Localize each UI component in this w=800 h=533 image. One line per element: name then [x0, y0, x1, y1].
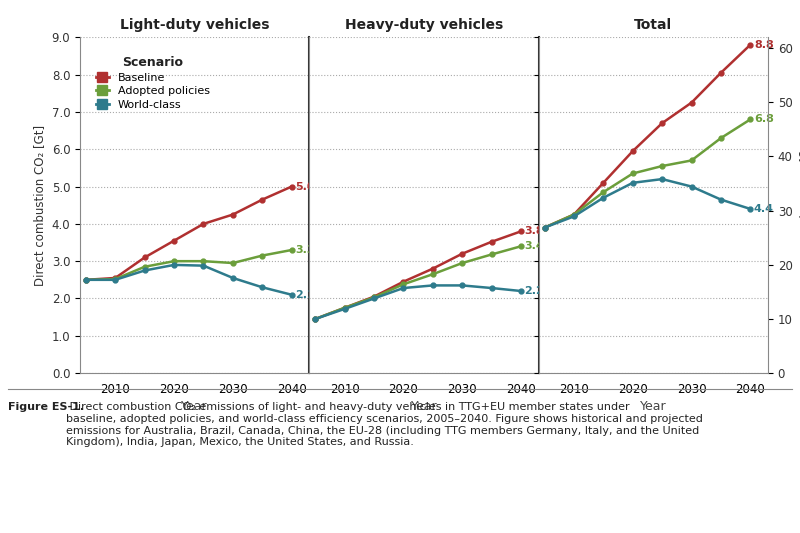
Text: 3.8: 3.8	[525, 227, 544, 236]
X-axis label: Year: Year	[182, 400, 208, 413]
Text: 5.0: 5.0	[295, 182, 314, 191]
Text: 4.4: 4.4	[754, 204, 774, 214]
Text: 2.2: 2.2	[525, 286, 544, 296]
Text: 6.8: 6.8	[754, 115, 774, 124]
Y-axis label: Direct combustion CO₂ [Gt]: Direct combustion CO₂ [Gt]	[33, 125, 46, 286]
Text: Direct combustion CO₂ emissions of light- and heavy-duty vehicles in TTG+EU memb: Direct combustion CO₂ emissions of light…	[66, 402, 702, 447]
Text: 2.1: 2.1	[295, 290, 315, 300]
Text: 3.3: 3.3	[295, 245, 314, 255]
Y-axis label: Energy consumption [mb/d]: Energy consumption [mb/d]	[798, 123, 800, 288]
Text: 8.8: 8.8	[754, 40, 774, 50]
X-axis label: Year: Year	[640, 400, 666, 413]
Title: Light-duty vehicles: Light-duty vehicles	[120, 18, 270, 32]
X-axis label: Year: Year	[410, 400, 438, 413]
Title: Heavy-duty vehicles: Heavy-duty vehicles	[345, 18, 503, 32]
Legend: Baseline, Adopted policies, World-class: Baseline, Adopted policies, World-class	[93, 53, 214, 113]
Text: Figure ES-1.: Figure ES-1.	[8, 402, 84, 413]
Text: 3.4: 3.4	[525, 241, 544, 251]
Title: Total: Total	[634, 18, 672, 32]
